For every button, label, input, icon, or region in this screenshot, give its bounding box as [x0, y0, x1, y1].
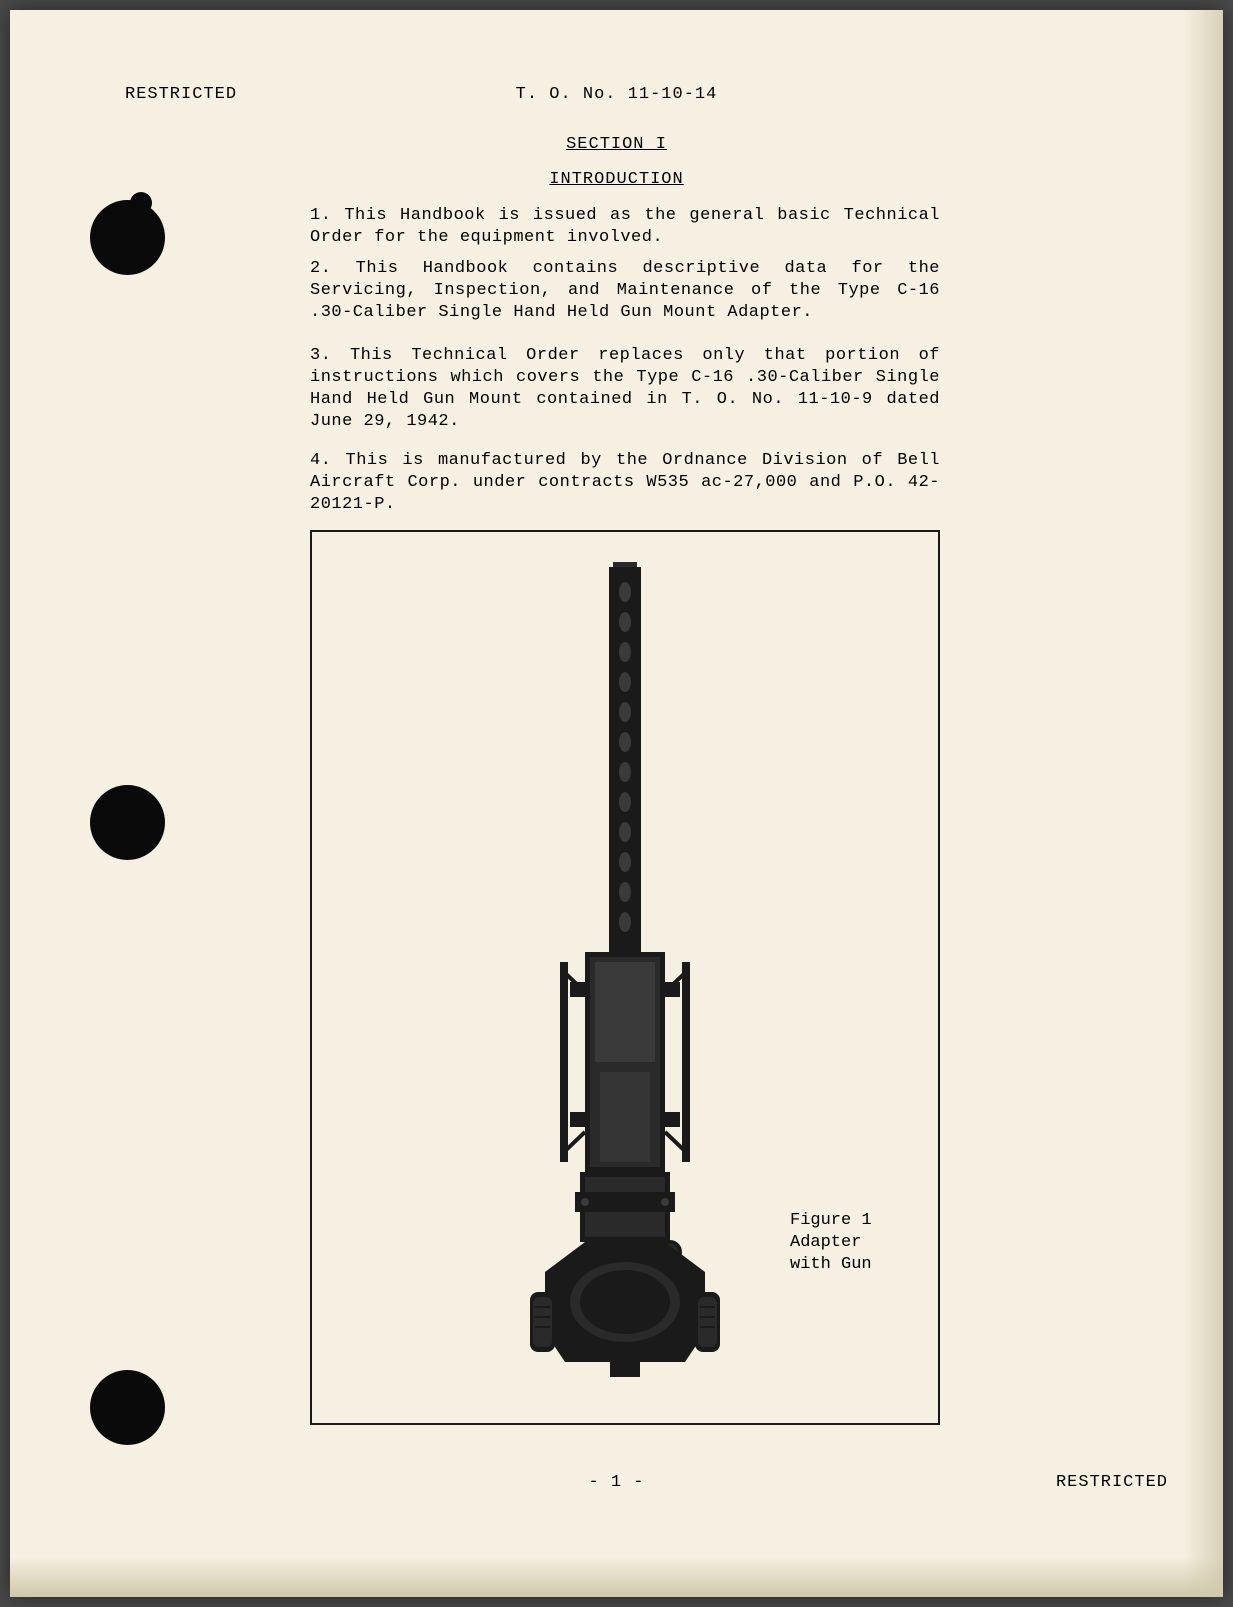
section-title: SECTION I	[566, 135, 667, 154]
page-shadow-bottom	[10, 1557, 1223, 1597]
paragraph-3: 3. This Technical Order replaces only th…	[310, 345, 940, 433]
classification-footer: RESTRICTED	[1056, 1473, 1168, 1492]
caption-line-1: Figure 1	[790, 1210, 872, 1232]
punch-hole-bottom	[90, 1370, 165, 1445]
paragraph-4: 4. This is manufactured by the Ordnance …	[310, 450, 940, 516]
figure-frame	[310, 530, 940, 1425]
classification-header: RESTRICTED	[125, 85, 237, 104]
paragraph-2: 2. This Handbook contains descriptive da…	[310, 258, 940, 324]
section-subtitle: INTRODUCTION	[549, 170, 683, 189]
punch-hole-top	[90, 200, 165, 275]
document-page: RESTRICTED T. O. No. 11-10-14 SECTION I …	[10, 10, 1223, 1597]
paragraph-1: 1. This Handbook is issued as the genera…	[310, 205, 940, 249]
punch-hole-middle	[90, 785, 165, 860]
figure-caption: Figure 1 Adapter with Gun	[790, 1210, 872, 1276]
caption-line-2: Adapter	[790, 1232, 872, 1254]
document-number: T. O. No. 11-10-14	[516, 85, 718, 104]
page-number: - 1 -	[588, 1473, 644, 1492]
gun-illustration	[485, 552, 765, 1402]
caption-line-3: with Gun	[790, 1254, 872, 1276]
page-shadow-right	[1183, 10, 1223, 1597]
